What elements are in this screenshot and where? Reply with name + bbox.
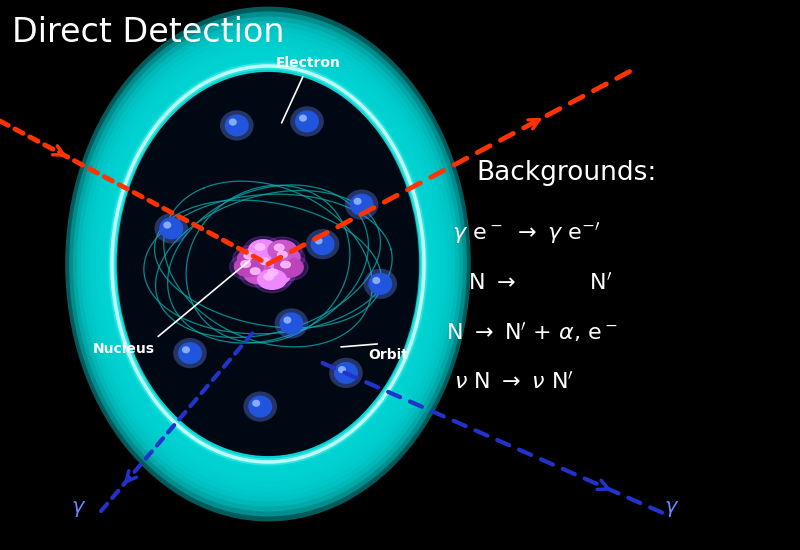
- Circle shape: [278, 251, 287, 258]
- Circle shape: [244, 236, 282, 263]
- Ellipse shape: [243, 392, 277, 422]
- Ellipse shape: [372, 277, 380, 284]
- Circle shape: [238, 249, 266, 268]
- Ellipse shape: [314, 238, 322, 244]
- Ellipse shape: [182, 346, 190, 354]
- Ellipse shape: [81, 26, 455, 502]
- Circle shape: [230, 254, 268, 280]
- Circle shape: [274, 244, 284, 251]
- Circle shape: [258, 270, 286, 289]
- Ellipse shape: [299, 114, 307, 122]
- Ellipse shape: [220, 110, 254, 140]
- Ellipse shape: [306, 229, 339, 260]
- Text: $\gamma$: $\gamma$: [664, 499, 680, 519]
- Circle shape: [274, 257, 303, 277]
- Text: $\gamma$: $\gamma$: [70, 499, 86, 519]
- Ellipse shape: [225, 114, 249, 136]
- Circle shape: [255, 244, 265, 250]
- Ellipse shape: [85, 31, 451, 497]
- Text: Direct Detection: Direct Detection: [12, 16, 285, 50]
- Ellipse shape: [65, 7, 470, 521]
- Circle shape: [262, 265, 290, 285]
- Ellipse shape: [338, 366, 346, 373]
- Ellipse shape: [252, 400, 260, 407]
- Ellipse shape: [354, 198, 362, 205]
- Ellipse shape: [77, 21, 459, 507]
- Ellipse shape: [104, 56, 432, 472]
- Text: Nucleus: Nucleus: [93, 342, 155, 356]
- Ellipse shape: [69, 12, 467, 516]
- Circle shape: [244, 264, 273, 284]
- Ellipse shape: [310, 233, 334, 255]
- Ellipse shape: [229, 118, 237, 125]
- Ellipse shape: [93, 41, 443, 487]
- Ellipse shape: [173, 338, 206, 368]
- Ellipse shape: [368, 273, 392, 295]
- Text: Electron: Electron: [275, 56, 341, 70]
- Ellipse shape: [274, 308, 308, 338]
- Ellipse shape: [345, 189, 378, 220]
- Ellipse shape: [89, 36, 447, 492]
- Circle shape: [281, 261, 290, 268]
- Ellipse shape: [159, 217, 183, 239]
- Circle shape: [239, 261, 278, 287]
- Circle shape: [268, 240, 297, 260]
- Circle shape: [270, 254, 308, 280]
- Ellipse shape: [350, 194, 374, 216]
- Circle shape: [268, 269, 278, 276]
- Ellipse shape: [73, 16, 463, 512]
- Text: Backgrounds:: Backgrounds:: [476, 160, 656, 186]
- Ellipse shape: [154, 213, 188, 244]
- Circle shape: [257, 262, 295, 288]
- Text: N $\rightarrow$ N$^\prime$ + $\alpha$, e$^-$: N $\rightarrow$ N$^\prime$ + $\alpha$, e…: [446, 321, 618, 344]
- Text: N $\rightarrow$          N$^\prime$: N $\rightarrow$ N$^\prime$: [468, 272, 613, 294]
- Circle shape: [271, 248, 300, 267]
- Circle shape: [253, 266, 291, 293]
- Circle shape: [249, 240, 278, 260]
- Circle shape: [249, 251, 287, 277]
- Circle shape: [264, 273, 274, 280]
- Circle shape: [263, 237, 302, 263]
- Ellipse shape: [178, 342, 202, 364]
- Text: Orbit: Orbit: [368, 348, 408, 362]
- Circle shape: [266, 244, 305, 271]
- Ellipse shape: [283, 316, 291, 323]
- Circle shape: [244, 252, 254, 259]
- Ellipse shape: [117, 72, 419, 456]
- Circle shape: [234, 257, 263, 277]
- Ellipse shape: [248, 395, 272, 417]
- Ellipse shape: [163, 222, 171, 229]
- Circle shape: [241, 261, 250, 267]
- Circle shape: [260, 258, 270, 265]
- Text: $\gamma$ e$^-$ $\rightarrow$ $\gamma$ e$^{-\prime}$: $\gamma$ e$^-$ $\rightarrow$ $\gamma$ e$…: [452, 221, 601, 246]
- Text: $\nu$ N $\rightarrow$ $\nu$ N$^\prime$: $\nu$ N $\rightarrow$ $\nu$ N$^\prime$: [454, 371, 574, 393]
- Ellipse shape: [96, 46, 440, 482]
- Ellipse shape: [330, 358, 363, 388]
- Ellipse shape: [279, 312, 303, 334]
- Ellipse shape: [100, 51, 436, 477]
- Ellipse shape: [363, 268, 397, 299]
- Ellipse shape: [334, 362, 358, 384]
- Ellipse shape: [290, 106, 324, 136]
- Circle shape: [250, 268, 260, 274]
- Circle shape: [254, 254, 282, 274]
- Ellipse shape: [295, 111, 319, 133]
- Circle shape: [233, 245, 271, 272]
